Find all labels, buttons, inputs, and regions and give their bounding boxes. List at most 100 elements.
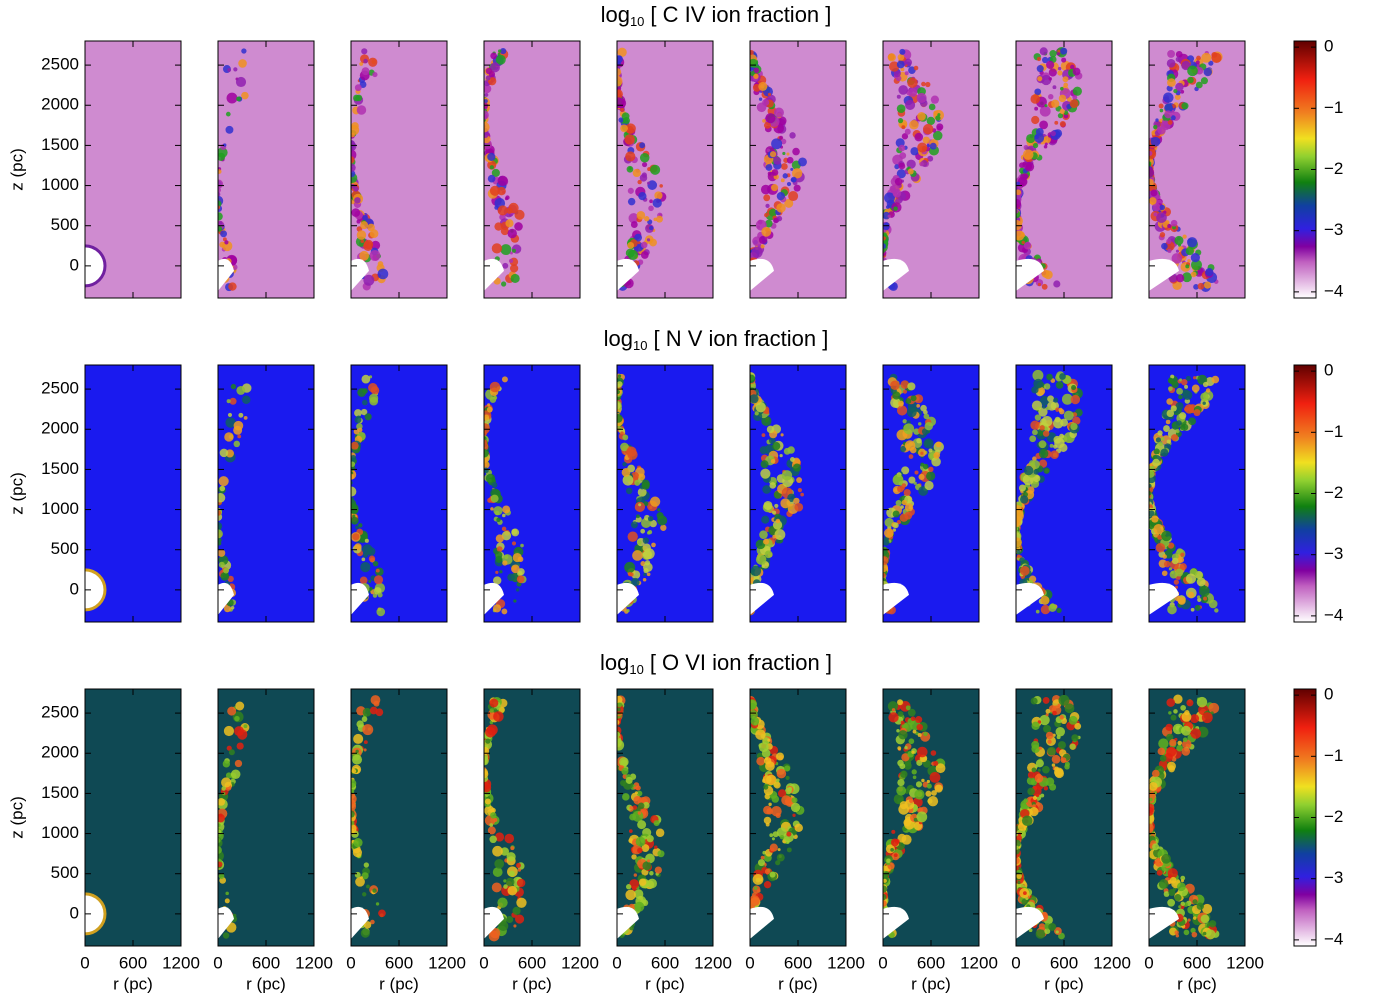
y-tick-label: 2500 — [41, 55, 79, 74]
structure — [617, 731, 621, 738]
structure — [1170, 571, 1174, 575]
structure — [1173, 709, 1178, 714]
structure — [893, 794, 904, 805]
structure — [489, 396, 497, 403]
structure — [884, 192, 895, 204]
structure — [637, 847, 643, 854]
structure — [1180, 552, 1185, 557]
x-tick-label: 600 — [651, 953, 679, 972]
structure — [517, 556, 524, 563]
structure — [375, 568, 380, 573]
structure — [784, 765, 791, 772]
structure — [218, 823, 221, 828]
structure — [500, 47, 507, 55]
structure — [1032, 369, 1044, 381]
structure — [1021, 815, 1033, 826]
structure — [895, 500, 902, 507]
structure — [636, 790, 643, 797]
structure — [755, 554, 767, 565]
structure — [1033, 378, 1044, 389]
structure — [1186, 237, 1198, 248]
structure — [890, 838, 899, 847]
structure — [492, 604, 502, 613]
structure — [643, 572, 647, 577]
structure — [930, 95, 940, 104]
structure — [763, 538, 770, 545]
structure — [639, 152, 650, 163]
structure — [373, 575, 384, 585]
structure — [764, 550, 773, 559]
structure — [913, 65, 919, 71]
structure — [641, 481, 650, 490]
structure — [1208, 702, 1220, 714]
structure — [930, 750, 937, 756]
structure — [780, 498, 791, 509]
structure — [1175, 402, 1184, 411]
structure — [639, 142, 646, 149]
structure — [512, 906, 521, 915]
structure — [617, 47, 627, 57]
structure — [370, 919, 375, 925]
structure — [1193, 376, 1197, 380]
structure — [1056, 52, 1061, 56]
structure — [1191, 384, 1200, 393]
structure — [900, 67, 905, 72]
structure — [926, 116, 936, 126]
structure — [643, 501, 649, 507]
structure — [504, 196, 509, 201]
structure — [1193, 283, 1199, 290]
structure — [637, 820, 647, 830]
structure — [497, 186, 506, 196]
structure — [1064, 764, 1070, 770]
structure — [637, 179, 642, 185]
structure — [362, 707, 372, 717]
structure — [896, 728, 900, 733]
structure — [500, 244, 512, 256]
panel-background — [218, 41, 314, 298]
structure — [1030, 94, 1040, 104]
structure — [218, 187, 221, 193]
structure — [918, 473, 925, 481]
structure — [1072, 94, 1078, 100]
x-axis-label: r (pc) — [379, 974, 419, 993]
structure — [223, 725, 235, 737]
structure — [900, 380, 910, 389]
structure — [1056, 607, 1062, 614]
structure — [351, 779, 357, 788]
x-tick-label: 1200 — [561, 953, 599, 972]
structure — [782, 151, 786, 156]
structure — [1059, 373, 1066, 380]
y-tick-label: 1500 — [41, 459, 79, 478]
structure — [642, 162, 648, 168]
structure — [643, 562, 653, 573]
panel — [883, 365, 979, 622]
structure — [218, 873, 225, 879]
structure — [485, 738, 491, 744]
structure — [769, 151, 777, 158]
structure — [1163, 891, 1170, 897]
structure — [1185, 375, 1191, 382]
structure — [1175, 429, 1180, 434]
panel — [1149, 689, 1245, 946]
structure — [1185, 573, 1197, 584]
x-axis-label: r (pc) — [778, 974, 818, 993]
y-tick-label: 0 — [70, 255, 79, 274]
structure — [883, 562, 888, 573]
structure — [1050, 130, 1056, 137]
structure — [644, 216, 650, 222]
structure — [1164, 110, 1173, 119]
structure — [1179, 424, 1186, 430]
structure — [484, 770, 489, 779]
structure — [503, 879, 507, 883]
structure — [1039, 105, 1051, 117]
structure — [1058, 94, 1067, 103]
structure — [493, 576, 502, 585]
structure — [904, 511, 913, 520]
structure — [1032, 804, 1036, 808]
structure — [218, 179, 224, 189]
structure — [620, 431, 624, 435]
structure — [907, 382, 916, 391]
y-tick-label: 1000 — [41, 499, 79, 518]
structure — [640, 251, 649, 259]
structure — [912, 775, 917, 780]
